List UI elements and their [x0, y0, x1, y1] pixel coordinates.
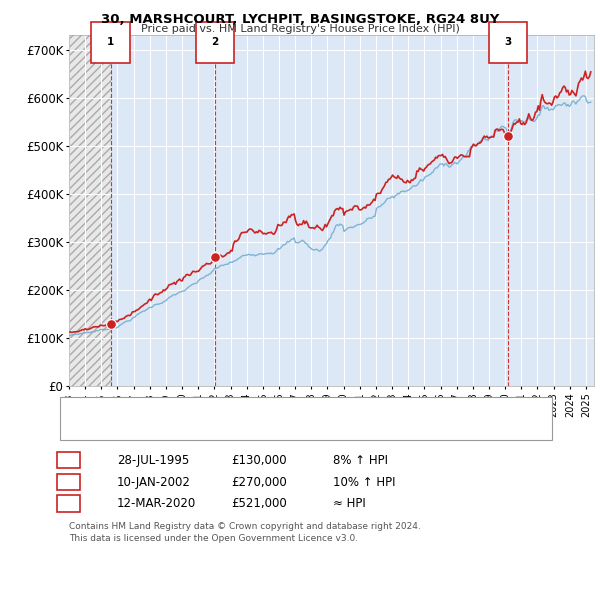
- Text: 30, MARSHCOURT, LYCHPIT, BASINGSTOKE, RG24 8UY (detached house): 30, MARSHCOURT, LYCHPIT, BASINGSTOKE, RG…: [108, 404, 482, 414]
- Text: 1: 1: [107, 37, 114, 47]
- Text: HPI: Average price, detached house, Basingstoke and Deane: HPI: Average price, detached house, Basi…: [108, 422, 424, 432]
- Bar: [69, 35, 110, 386]
- Text: 8% ↑ HPI: 8% ↑ HPI: [333, 454, 388, 467]
- Text: £130,000: £130,000: [231, 454, 287, 467]
- Text: 1: 1: [64, 454, 73, 467]
- Text: Price paid vs. HM Land Registry's House Price Index (HPI): Price paid vs. HM Land Registry's House …: [140, 24, 460, 34]
- Text: 10-JAN-2002: 10-JAN-2002: [117, 476, 191, 489]
- Text: 3: 3: [64, 497, 73, 510]
- Text: £270,000: £270,000: [231, 476, 287, 489]
- Text: Contains HM Land Registry data © Crown copyright and database right 2024.: Contains HM Land Registry data © Crown c…: [69, 522, 421, 531]
- Text: 12-MAR-2020: 12-MAR-2020: [117, 497, 196, 510]
- Text: £521,000: £521,000: [231, 497, 287, 510]
- Text: This data is licensed under the Open Government Licence v3.0.: This data is licensed under the Open Gov…: [69, 534, 358, 543]
- Text: 2: 2: [211, 37, 218, 47]
- Text: 28-JUL-1995: 28-JUL-1995: [117, 454, 189, 467]
- Text: 2: 2: [64, 476, 73, 489]
- Text: 3: 3: [505, 37, 512, 47]
- Text: 10% ↑ HPI: 10% ↑ HPI: [333, 476, 395, 489]
- Text: 30, MARSHCOURT, LYCHPIT, BASINGSTOKE, RG24 8UY: 30, MARSHCOURT, LYCHPIT, BASINGSTOKE, RG…: [101, 13, 499, 26]
- Text: ≈ HPI: ≈ HPI: [333, 497, 366, 510]
